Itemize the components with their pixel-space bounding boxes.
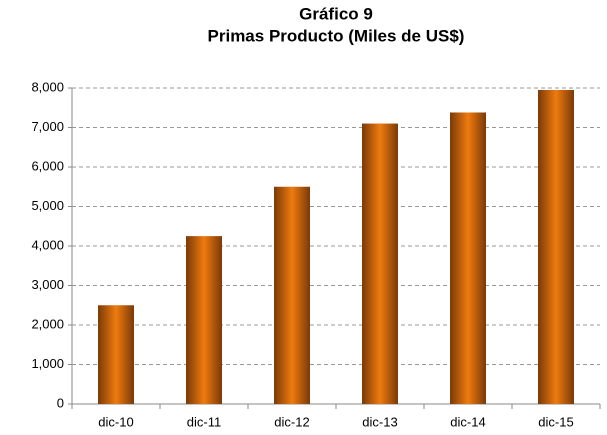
y-tick-label: 5,000 [31, 198, 64, 213]
chart-subtitle: Primas Producto (Miles de US$) [208, 26, 465, 45]
bar [274, 186, 310, 404]
bar [98, 305, 134, 404]
bar [186, 236, 222, 404]
y-tick-label: 6,000 [31, 158, 64, 173]
x-tick-label: dic-14 [450, 414, 485, 429]
x-tick-label: dic-12 [274, 414, 309, 429]
chart-title: Gráfico 9 [299, 4, 373, 23]
bar [362, 123, 398, 405]
y-tick-label: 1,000 [31, 356, 64, 371]
x-tick-label: dic-10 [98, 414, 133, 429]
bar [538, 89, 574, 404]
y-tick-label: 2,000 [31, 316, 64, 331]
x-tick-label: dic-11 [187, 414, 221, 429]
x-tick-label: dic-15 [538, 414, 573, 429]
x-tick-label: dic-13 [362, 414, 397, 429]
bar [450, 112, 486, 405]
y-tick-label: 4,000 [31, 237, 64, 252]
y-tick-label: 8,000 [31, 79, 64, 94]
y-tick-label: 0 [57, 395, 64, 410]
y-tick-label: 3,000 [31, 277, 64, 292]
y-tick-label: 7,000 [31, 119, 64, 134]
